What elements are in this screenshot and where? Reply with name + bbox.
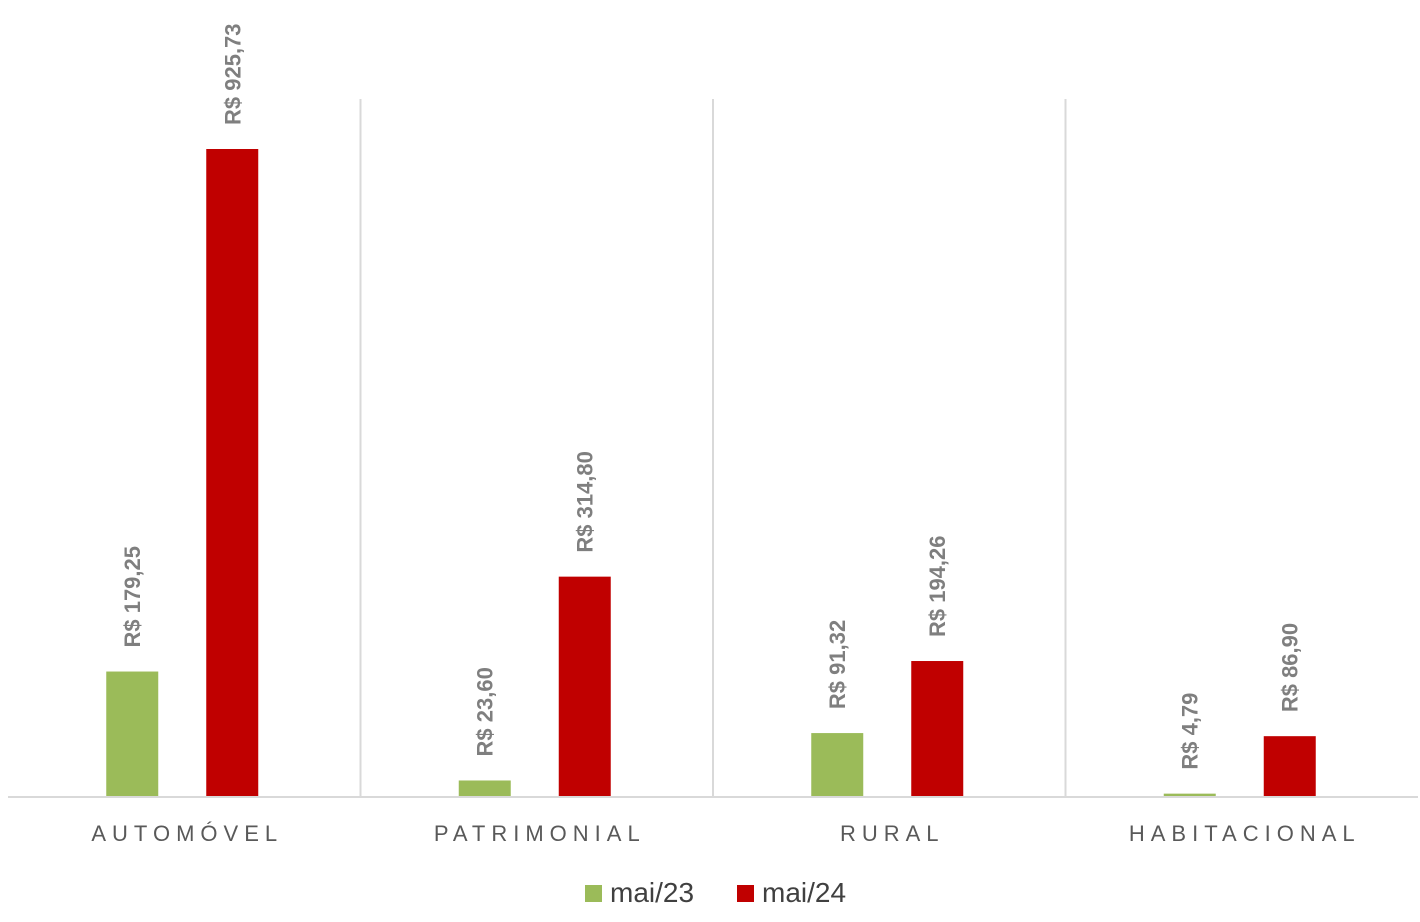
legend-label: mai/24 <box>762 877 846 908</box>
legend-label: mai/23 <box>610 877 694 908</box>
legend-swatch <box>737 885 754 902</box>
category-labels-group: AUTOMÓVEL PATRIMONIAL RURAL HABITACIONAL <box>91 821 1361 846</box>
category-label: HABITACIONAL <box>1129 821 1361 846</box>
data-labels-group: R$ 179,25 R$ 925,73 R$ 23,60 R$ 314,80 R$ 91… <box>120 23 1303 769</box>
category-label: PATRIMONIAL <box>434 821 646 846</box>
category-label: AUTOMÓVEL <box>91 821 283 846</box>
bars-group <box>106 149 1316 797</box>
bar-mai-23-0 <box>106 671 159 797</box>
bar-mai-23-1 <box>458 780 511 797</box>
data-label: R$ 91,32 <box>825 620 850 709</box>
category-label: RURAL <box>840 821 945 846</box>
legend-swatch <box>585 885 602 902</box>
bar-mai-23-3 <box>1163 793 1216 797</box>
data-label: R$ 23,60 <box>473 667 498 756</box>
bar-mai-24-0 <box>206 149 259 797</box>
bar-mai-24-3 <box>1263 736 1316 797</box>
legend: mai/23 mai/24 <box>585 877 846 908</box>
bar-mai-24-2 <box>911 661 964 797</box>
data-label: R$ 194,26 <box>925 535 950 637</box>
data-label: R$ 179,25 <box>120 546 145 648</box>
data-label: R$ 4,79 <box>1178 693 1203 770</box>
data-label: R$ 86,90 <box>1278 623 1303 712</box>
category-separators <box>359 99 1067 797</box>
bar-mai-24-1 <box>558 576 611 797</box>
bar-mai-23-2 <box>811 733 864 797</box>
data-label: R$ 925,73 <box>220 23 245 125</box>
data-label: R$ 314,80 <box>573 451 598 553</box>
